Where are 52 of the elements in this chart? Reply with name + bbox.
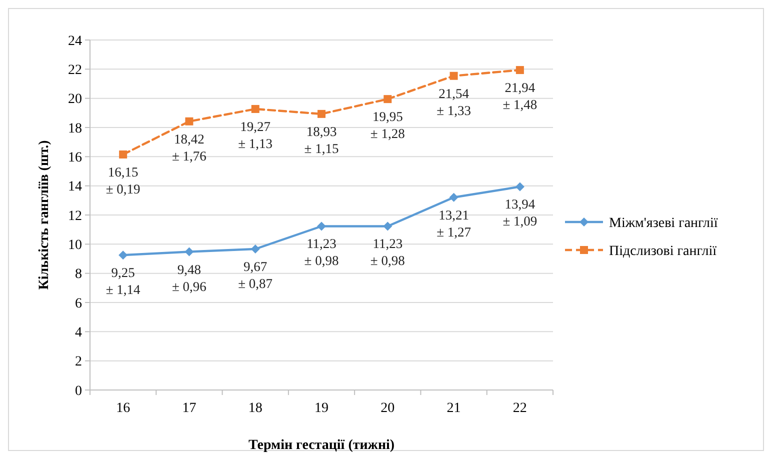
x-tick-label: 20 — [380, 401, 395, 416]
data-label: 13,94 ± 1,09 — [502, 196, 538, 229]
x-tick-label: 22 — [512, 401, 527, 416]
point — [450, 72, 458, 80]
point — [516, 66, 524, 74]
point — [384, 95, 392, 104]
data-label: 11,23 ± 0,98 — [370, 236, 406, 268]
point — [118, 250, 128, 260]
y-tick-label: 20 — [68, 92, 82, 108]
y-tick-label: 8 — [75, 267, 82, 282]
data-label: 11,23 ± 0,98 — [304, 236, 339, 268]
point — [383, 222, 392, 231]
data-label: 13,21 ± 1,27 — [436, 207, 472, 240]
data-label: 9,25 ± 1,14 — [106, 265, 141, 298]
data-label: 9,67 ± 0,87 — [238, 258, 273, 291]
data-label: 19,95 ± 1,28 — [370, 109, 406, 142]
data-label: 21,94 ± 1,48 — [502, 80, 538, 112]
point — [317, 222, 326, 231]
data-label: 18,42 ± 1,76 — [172, 131, 207, 164]
legend-label: Підслизові ганглії — [609, 244, 717, 259]
y-tick-label: 12 — [68, 208, 82, 224]
y-tick-label: 14 — [68, 180, 82, 195]
data-label: 16,15 ± 0,19 — [106, 164, 141, 196]
y-tick-label: 24 — [68, 34, 82, 49]
data-label: 21,54 ± 1,33 — [436, 86, 472, 118]
point — [515, 182, 524, 192]
point — [449, 192, 458, 202]
y-tick-label: 22 — [68, 63, 82, 78]
point — [119, 150, 128, 158]
y-tick-label: 6 — [75, 296, 82, 312]
point — [185, 117, 194, 126]
data-label: 9,48 ± 0,96 — [172, 262, 207, 294]
x-tick-label: 21 — [446, 401, 461, 416]
point — [251, 104, 260, 113]
y-axis-title: Кількість гангліїв (шт.) — [37, 140, 52, 290]
y-tick-label: 0 — [75, 384, 82, 399]
y-tick-label: 10 — [68, 238, 82, 254]
point — [184, 247, 194, 256]
x-axis-title: Термін гестації (тижні) — [248, 438, 395, 453]
point — [250, 244, 260, 254]
y-tick-label: 18 — [68, 121, 82, 136]
x-tick-label: 17 — [182, 401, 196, 416]
y-tick-label: 16 — [68, 150, 82, 166]
data-label: 18,93 ± 1,15 — [304, 124, 339, 156]
data-label: 19,27 ± 1,13 — [238, 118, 273, 151]
y-tick-label: 2 — [75, 354, 82, 370]
point — [318, 110, 326, 118]
x-tick-label: 16 — [116, 401, 130, 416]
legend-label: Міжм'язеві ганглії — [609, 216, 718, 231]
x-tick-label: 19 — [314, 401, 328, 416]
y-tick-label: 4 — [75, 326, 82, 341]
x-tick-label: 18 — [248, 401, 262, 416]
